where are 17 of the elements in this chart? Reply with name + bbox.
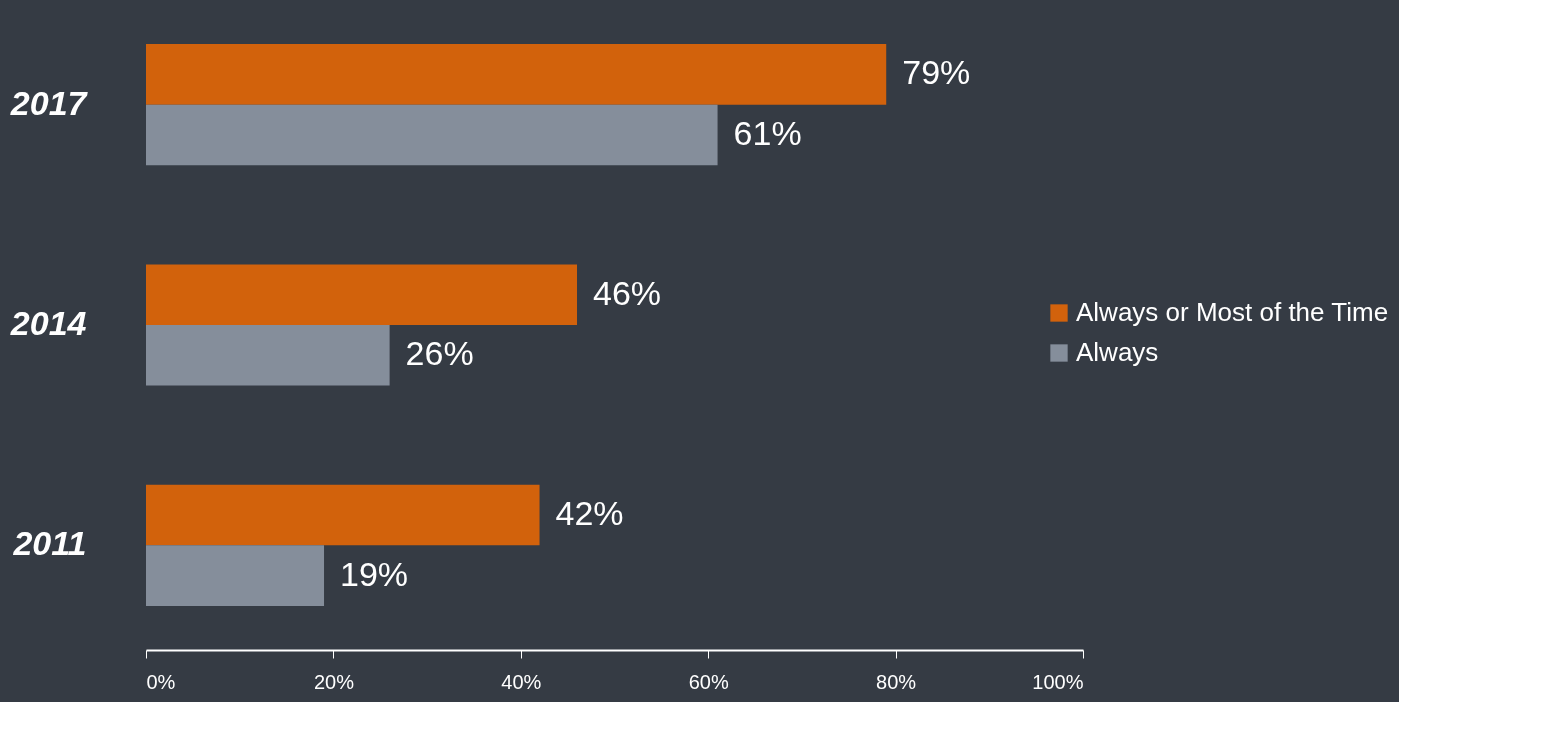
data-label: 26% xyxy=(405,334,474,373)
x-tick-label: 20% xyxy=(313,670,355,693)
legend-label: Always xyxy=(1076,337,1159,367)
x-tick-label: 60% xyxy=(688,670,729,693)
x-tick-label: 80% xyxy=(876,670,917,693)
legend-label: Always or Most of the Time xyxy=(1076,297,1389,327)
x-tick-label: 100% xyxy=(1032,670,1084,693)
y-tick-label: 2017 xyxy=(9,83,89,122)
x-tick-label: 0% xyxy=(146,670,176,693)
data-label: 42% xyxy=(555,494,624,533)
y-tick-label: 2014 xyxy=(9,304,87,342)
data-label: 79% xyxy=(902,53,971,92)
y-tick-label: 2011 xyxy=(12,524,87,563)
data-label: 19% xyxy=(340,554,409,593)
x-tick-label: 40% xyxy=(501,670,542,693)
data-label: 46% xyxy=(593,273,662,312)
data-label: 61% xyxy=(733,113,802,152)
